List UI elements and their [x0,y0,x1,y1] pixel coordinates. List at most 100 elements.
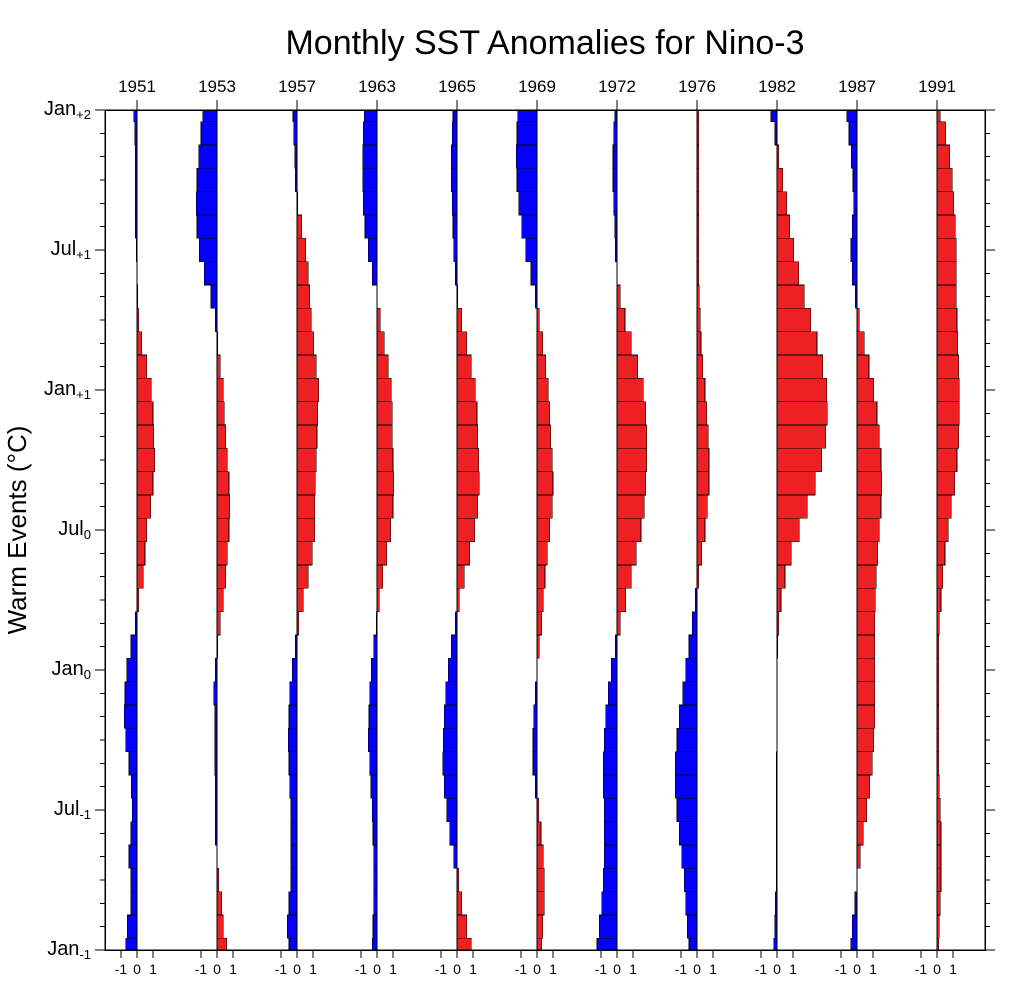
anomaly-bar [537,402,550,425]
anomaly-bar [199,238,217,261]
anomaly-bar [689,938,697,950]
anomaly-bar [597,938,617,950]
anomaly-bar [937,938,939,950]
anomaly-bar [683,682,697,705]
anomaly-bar [777,285,804,308]
x-tick-label: 1 [869,961,877,977]
x-tick-label: 1 [709,961,717,977]
anomaly-bar [370,752,377,775]
anomaly-bar [137,402,153,425]
anomaly-bar [294,122,297,145]
anomaly-bar [689,635,697,658]
anomaly-bar [937,192,954,215]
anomaly-bar [937,682,939,705]
anomaly-bar [457,518,475,541]
anomaly-bar [857,682,875,705]
anomaly-bar [217,868,219,891]
anomaly-bar [777,145,779,168]
anomaly-bar [377,472,394,495]
anomaly-bar [373,822,377,845]
anomaly-bar [537,635,539,658]
anomaly-bar [292,658,297,681]
anomaly-bar [457,915,467,938]
anomaly-bar [857,308,859,331]
anomaly-bar [457,495,478,518]
anomaly-bar [446,682,457,705]
anomaly-bar [377,332,384,355]
anomaly-bar [603,868,617,891]
anomaly-bar [135,612,137,635]
anomaly-bar [777,588,781,611]
column-year-label: 1969 [518,77,556,96]
anomaly-bar [453,215,457,238]
y-tick-label: Jul-1 [54,798,91,822]
anomaly-bar [775,892,777,915]
anomaly-bar [697,262,699,285]
anomaly-bar [937,425,959,448]
anomaly-bar [617,448,647,471]
anomaly-bar [217,612,220,635]
x-tick-label: 1 [469,961,477,977]
x-tick-label: 0 [453,961,461,977]
anomaly-bar [537,518,550,541]
anomaly-bar [777,518,799,541]
anomaly-bar [857,728,874,751]
anomaly-bar [297,495,315,518]
anomaly-bar [851,238,857,261]
anomaly-bar [537,892,544,915]
anomaly-bar [444,705,457,728]
anomaly-bar [377,355,388,378]
anomaly-bar [374,845,377,868]
anomaly-bar [364,110,377,122]
anomaly-bar [697,332,701,355]
y-tick-label: Jan-1 [47,938,91,962]
anomaly-bar [136,238,137,261]
anomaly-bar [777,472,815,495]
anomaly-bar [615,635,617,658]
anomaly-bar [697,472,709,495]
anomaly-bar [368,238,377,261]
x-tick-label: -1 [675,961,688,977]
anomaly-bar [857,448,881,471]
anomaly-bar [377,518,391,541]
anomaly-bar [377,495,393,518]
anomaly-bar [617,355,638,378]
anomaly-bar [377,448,393,471]
anomaly-bar [457,332,467,355]
anomaly-bar [617,308,625,331]
anomaly-bar [937,775,939,798]
anomaly-bar [677,728,697,751]
anomaly-bar [457,892,462,915]
anomaly-bar [295,168,297,191]
anomaly-bar [777,238,794,261]
anomaly-bar [776,822,777,845]
anomaly-bar [615,110,617,122]
anomaly-bar [857,612,875,635]
anomaly-bar [457,355,471,378]
anomaly-bar [617,332,631,355]
anomaly-bar [937,798,940,821]
anomaly-bar [937,845,941,868]
anomaly-bar [776,868,777,891]
anomaly-bar [537,868,544,891]
anomaly-bar [937,168,952,191]
anomaly-bar [457,472,479,495]
anomaly-bar [857,845,860,868]
x-tick-label: 0 [133,961,141,977]
anomaly-bar [535,285,537,308]
anomaly-bar [851,145,857,168]
anomaly-bar [854,192,857,215]
anomaly-bar [937,472,955,495]
anomaly-bar [615,238,617,261]
anomaly-bar [201,122,217,145]
anomaly-bar [453,110,457,122]
anomaly-bar [376,612,377,635]
anomaly-bar [614,192,617,215]
anomaly-bar [377,425,392,448]
anomaly-bar [377,308,380,331]
anomaly-bar [217,542,227,565]
anomaly-bar [857,565,876,588]
anomaly-bar [374,892,377,915]
anomaly-bar [537,915,543,938]
anomaly-bar [457,588,459,611]
